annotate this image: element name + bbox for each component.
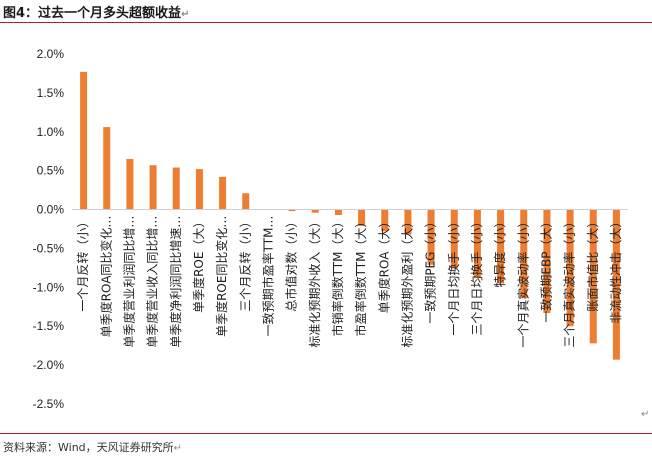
- bar: [334, 209, 342, 215]
- bar: [381, 209, 389, 232]
- x-tick-label: 标准化预期外盈利（大）: [400, 216, 414, 348]
- x-tick-label: 单季度营业收入同比增…: [145, 216, 160, 348]
- bar: [358, 209, 366, 226]
- bar: [612, 209, 620, 360]
- x-tick-label: 总市值对数（小）: [284, 216, 299, 312]
- y-tick-label: -2.5%: [33, 397, 65, 411]
- title-divider: [0, 22, 652, 23]
- bar: [103, 127, 111, 210]
- x-tick-label: 一致预期PEG（小）: [424, 216, 438, 324]
- x-tick-label: 一致预期市盈率TTM…: [260, 216, 275, 337]
- bar: [311, 209, 319, 213]
- x-tick-label: 三个月反转（小）: [237, 216, 252, 312]
- y-tick-label: 0.0%: [37, 203, 65, 217]
- x-tick-label: 三个月日均换手（小）: [470, 216, 484, 336]
- x-tick-label: 单季度ROE（大）: [191, 216, 206, 313]
- x-tick-label: 特异度（小）: [492, 216, 507, 288]
- x-tick-label: 市销率倒数TTM（大）: [330, 216, 345, 337]
- x-tick-label: 一个月日均换手（小）: [447, 216, 461, 336]
- y-tick-label: -2.0%: [33, 358, 65, 372]
- bar: [497, 209, 505, 284]
- x-tick-label: 市盈率倒数TTM（大）: [353, 216, 368, 337]
- y-tick-label: 1.5%: [37, 86, 65, 100]
- x-tick-label: 一个月真实波动率（小）: [515, 216, 530, 348]
- figure-title: 图4：过去一个月多头超额收益↵: [3, 2, 189, 21]
- source-note: 资料来源：Wind，天风证券研究所↵: [3, 439, 182, 455]
- bar: [566, 209, 574, 327]
- bar: [427, 209, 435, 265]
- x-tick-label: 单季度ROE同比变化…: [214, 216, 229, 337]
- x-tick-label: 单季度净利润同比增速…: [168, 216, 183, 348]
- x-tick-label: 一个月反转（小）: [75, 216, 90, 312]
- bar-chart: 2.0% 1.5% 1.0% 0.5% 0.0% -0.5% -1.0% -1.5% -2.0%…: [33, 47, 628, 411]
- bar: [450, 209, 458, 268]
- bar: [543, 209, 551, 313]
- bar: [288, 209, 296, 212]
- y-tick-label: 2.0%: [37, 47, 65, 61]
- source-text: 资料来源：Wind，天风证券研究所: [3, 441, 174, 454]
- source-divider: [0, 433, 652, 434]
- bar: [126, 159, 134, 210]
- bar: [404, 209, 412, 235]
- bar: [172, 167, 180, 210]
- x-tick-label: 标准化预期外收入（大）: [308, 216, 322, 348]
- bar: [473, 209, 481, 278]
- bar: [520, 209, 528, 299]
- x-axis-labels: 一个月反转（小） 单季度ROA同比变化… 单季度营业利润同比增… 单季度营业收入同比增…: [75, 216, 623, 348]
- y-tick-label: 0.5%: [37, 164, 65, 178]
- bar: [242, 193, 250, 210]
- bar: [589, 209, 597, 344]
- y-axis: 2.0% 1.5% 1.0% 0.5% 0.0% -0.5% -1.0% -1.5% -2.0%…: [33, 47, 65, 411]
- x-tick-label: 三个月真实波动率（小）: [562, 216, 577, 348]
- x-tick-label: 账面市值比（大）: [585, 216, 600, 312]
- bar: [149, 165, 157, 210]
- bar-series: [80, 71, 620, 360]
- x-tick-label: 一致预期EBP（大）: [539, 216, 553, 323]
- x-tick-label: 非流动性冲击（大）: [608, 216, 623, 324]
- x-tick-label: 单季度营业利润同比增…: [121, 216, 136, 348]
- y-tick-label: -1.0%: [33, 280, 65, 294]
- y-tick-label: -0.5%: [33, 241, 65, 255]
- paragraph-mark-icon: ↵: [181, 9, 190, 20]
- x-tick-label: 单季度ROA（大）: [376, 216, 391, 314]
- y-tick-label: 1.0%: [37, 125, 65, 139]
- paragraph-mark-icon: ↵: [641, 409, 650, 420]
- x-tick-label: 单季度ROA同比变化…: [98, 216, 113, 338]
- bar: [80, 71, 88, 210]
- paragraph-mark-icon: ↵: [173, 443, 183, 454]
- y-tick-label: -1.5%: [33, 319, 65, 333]
- figure-title-text: 图4：过去一个月多头超额收益: [3, 6, 182, 21]
- bar: [195, 169, 203, 210]
- bar: [219, 176, 227, 210]
